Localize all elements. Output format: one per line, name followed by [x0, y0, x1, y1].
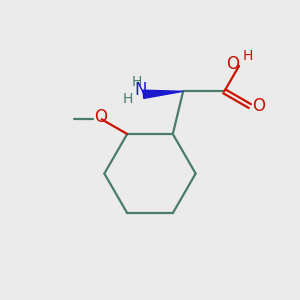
Text: N: N [135, 81, 147, 99]
Text: O: O [252, 97, 265, 115]
Text: H: H [132, 75, 142, 89]
Text: H: H [242, 49, 253, 62]
Text: O: O [94, 108, 107, 126]
Polygon shape [143, 90, 183, 98]
Text: O: O [226, 56, 239, 74]
Text: H: H [123, 92, 133, 106]
